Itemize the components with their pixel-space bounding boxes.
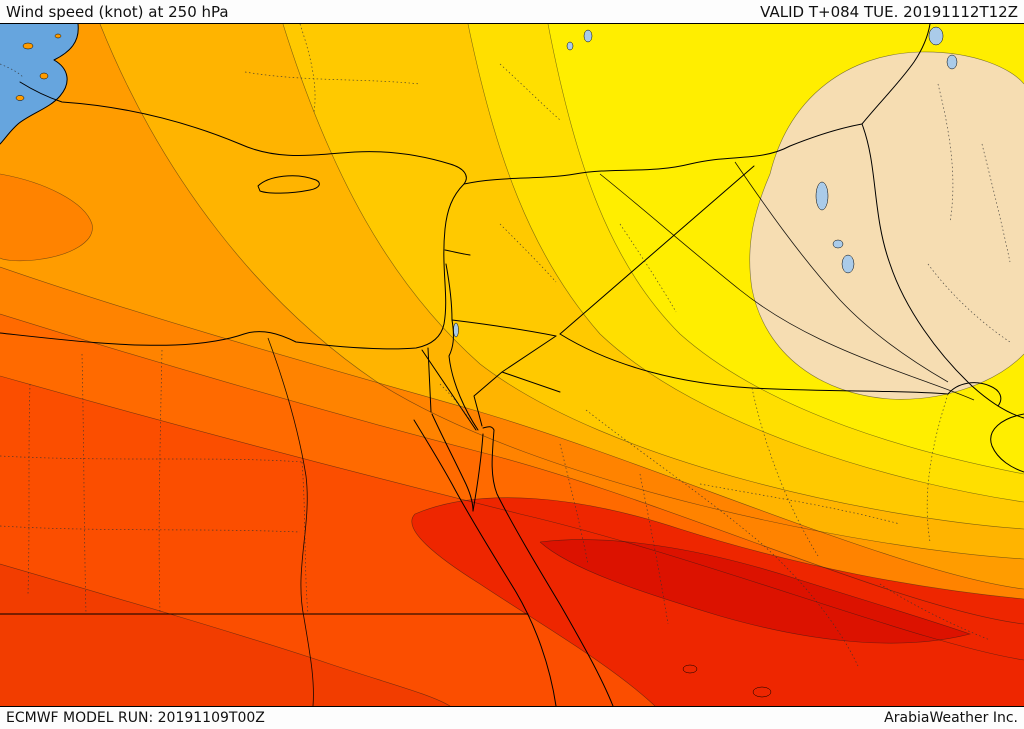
isotach-line (99, 24, 1024, 560)
border-israel-egypt (421, 349, 477, 431)
map-header-bar: Wind speed (knot) at 250 hPa VALID T+084… (0, 0, 1024, 24)
border-jordan-valley (445, 263, 479, 431)
red-sea-east-coastline (482, 426, 614, 706)
admin-boundary (879, 583, 991, 641)
lake (566, 41, 574, 51)
admin-boundary (585, 409, 859, 667)
nile-river (267, 337, 314, 706)
admin-boundary (158, 349, 163, 615)
admin-boundary (559, 443, 669, 625)
suez-canal (427, 347, 432, 413)
cyprus-coastline (257, 175, 320, 194)
admin-boundary (927, 83, 1011, 343)
wind-band-red (0, 564, 450, 706)
persian-gulf-coastline (990, 413, 1024, 473)
admin-boundary (0, 525, 301, 533)
border-turkey-syria (463, 123, 863, 185)
border-syria-jordan (451, 319, 557, 337)
red-sea-west-coastline (413, 419, 557, 706)
aegean-sea (0, 24, 79, 144)
lake (841, 254, 855, 274)
sinai-east-coastline (472, 433, 484, 512)
isotach-line (0, 173, 93, 262)
map-footer-bar: ECMWF MODEL RUN: 20191109T00Z ArabiaWeat… (0, 706, 1024, 729)
lake (928, 26, 944, 46)
aegean-coastline (0, 24, 79, 145)
model-run-label: ECMWF MODEL RUN: 20191109T00Z (6, 710, 265, 726)
euphrates-river (599, 173, 975, 401)
isotach-line (411, 497, 1024, 706)
border-lebanon (444, 249, 471, 256)
border-syria-iraq (559, 165, 755, 335)
wind-speed-map-canvas (0, 24, 1024, 706)
admin-boundary (439, 383, 471, 421)
admin-boundary (926, 393, 949, 543)
admin-boundary (301, 461, 309, 615)
admin-boundary (244, 24, 561, 121)
mediterranean-coastline (0, 81, 467, 350)
lake (815, 181, 829, 211)
aegean-island (39, 72, 49, 80)
border-iraq-iran (861, 123, 1024, 419)
aegean-island (54, 33, 62, 39)
isotach-line (0, 563, 451, 706)
admin-boundary (751, 387, 819, 557)
admin-boundary (81, 353, 87, 615)
sinai-west-coastline (431, 413, 474, 512)
isotach-line (282, 24, 1024, 530)
isotach-line (539, 539, 972, 644)
admin-boundary (27, 383, 31, 595)
lake (946, 54, 958, 70)
dead-sea (453, 322, 459, 338)
admin-boundary (699, 483, 901, 525)
wind-band-cream (749, 51, 1024, 400)
credit-label: ArabiaWeather Inc. (884, 710, 1018, 726)
lake (583, 29, 593, 43)
border-jordan-saudi (473, 335, 561, 427)
isotach-line (467, 24, 1024, 503)
admin-boundary (0, 455, 303, 463)
isotach-line (547, 24, 1024, 475)
border-kuwait (947, 382, 1002, 407)
border-turkey-iran (861, 24, 931, 125)
wind-band-red-spot (682, 664, 698, 674)
tigris-river (734, 161, 949, 383)
map-title: Wind speed (knot) at 250 hPa (6, 2, 229, 21)
wind-band-jet-core (540, 539, 970, 644)
isotach-line (0, 266, 1024, 590)
lake (832, 239, 844, 249)
isotach-line (0, 313, 1024, 625)
isotach-line (0, 375, 1024, 661)
wind-speed-map (0, 24, 1024, 706)
wind-band-orange-deep-patch (0, 174, 93, 261)
wind-band-red-spot (752, 686, 772, 698)
aegean-island (22, 42, 34, 50)
valid-time-label: VALID T+084 TUE. 20191112T12Z (760, 2, 1018, 21)
aegean-island (15, 95, 25, 101)
